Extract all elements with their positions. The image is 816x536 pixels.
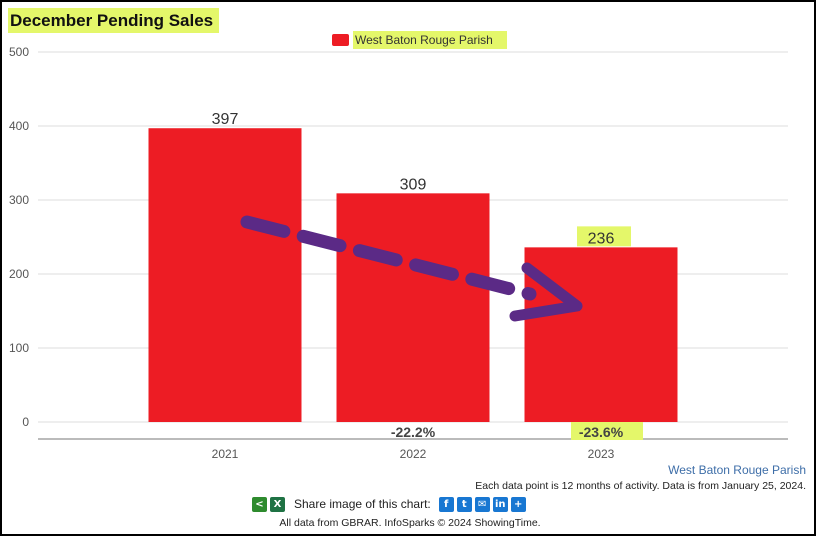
legend-label: West Baton Rouge Parish	[353, 30, 507, 49]
chart-title: December Pending Sales	[8, 8, 220, 33]
y-tick-label: 300	[9, 193, 29, 207]
x-tick-label: 2023	[588, 447, 615, 461]
bar-value-label: 236	[588, 230, 615, 247]
y-tick-label: 100	[9, 341, 29, 355]
value-label-highlight	[577, 226, 631, 247]
bar[interactable]	[148, 128, 302, 422]
y-tick-label: 200	[9, 267, 29, 281]
bar[interactable]	[524, 247, 678, 422]
twitter-icon[interactable]: t	[456, 496, 472, 512]
x-tick-label: 2021	[212, 447, 239, 461]
email-icon[interactable]: ✉	[474, 496, 490, 512]
share-row: < X Share image of this chart: f t ✉ in …	[252, 495, 529, 513]
legend-swatch	[332, 33, 349, 46]
linkedin-icon[interactable]: in	[492, 496, 508, 512]
y-tick-label: 500	[9, 45, 29, 59]
change-label: -23.6%	[579, 424, 624, 440]
bar-value-label: 309	[400, 176, 427, 193]
legend[interactable]: West Baton Rouge Parish	[332, 30, 507, 49]
change-label-highlight	[571, 422, 643, 440]
plus-icon[interactable]: +	[510, 496, 526, 512]
credit-line: All data from GBRAR. InfoSparks © 2024 S…	[279, 517, 541, 529]
bar-value-label: 397	[212, 111, 239, 128]
y-tick-label: 400	[9, 119, 29, 133]
share-label: Share image of this chart:	[294, 497, 431, 511]
trend-arrow-line	[240, 215, 537, 301]
facebook-icon[interactable]: f	[438, 496, 454, 512]
bar[interactable]	[336, 193, 490, 422]
change-label: -22.2%	[391, 424, 436, 440]
trend-arrow-head	[509, 262, 583, 322]
y-tick-label: 0	[22, 415, 29, 429]
excel-icon[interactable]: X	[270, 496, 285, 512]
data-note: Each data point is 12 months of activity…	[475, 480, 806, 492]
x-tick-label: 2022	[400, 447, 427, 461]
share-icon[interactable]: <	[252, 496, 267, 512]
source-label[interactable]: West Baton Rouge Parish	[668, 463, 806, 477]
